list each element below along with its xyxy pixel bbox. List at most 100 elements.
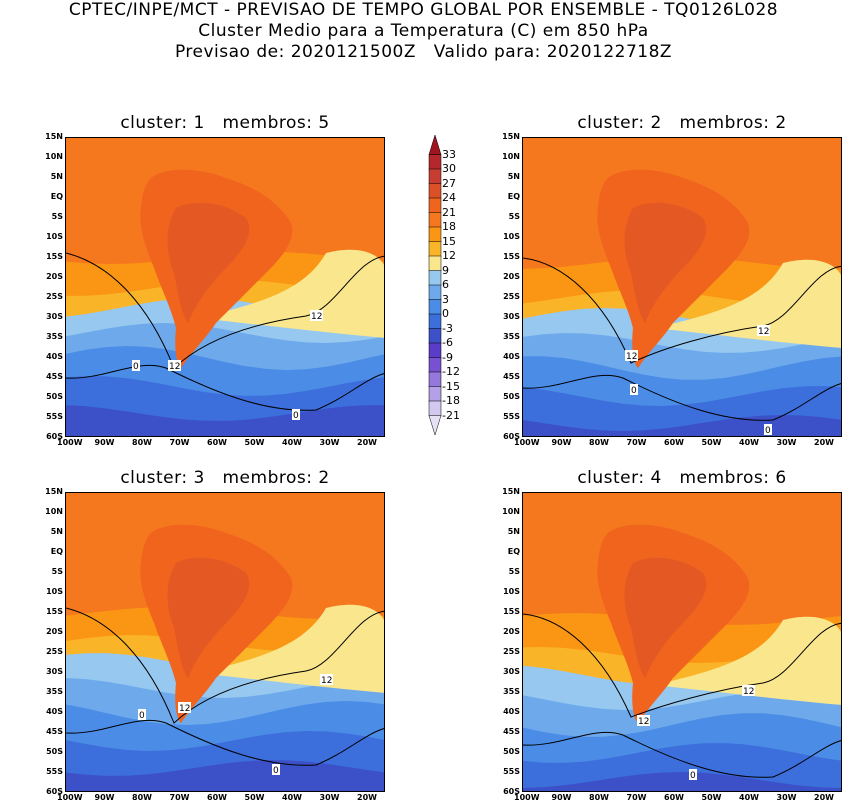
latitude-tick-label: 5N <box>507 527 520 536</box>
colorbar-label: 6 <box>442 278 449 291</box>
latitude-tick-label: 10S <box>503 587 520 596</box>
latitude-tick-label: 35S <box>46 687 63 696</box>
latitude-tick-label: 30S <box>46 667 63 676</box>
colorbar-segment <box>428 342 442 359</box>
colorbar-label: 3 <box>442 292 449 306</box>
contour-line-0 <box>523 731 841 778</box>
contour-line-12 <box>523 613 841 718</box>
contour-label: 12 <box>625 350 638 362</box>
longitude-tick-label: 70W <box>169 438 190 447</box>
map-canvas: 12 12 0 <box>523 493 841 791</box>
warm-yellow-region <box>196 604 384 693</box>
colorbar-segment <box>428 226 442 243</box>
longitude-tick-label: 40W <box>739 438 759 447</box>
hot-core-region <box>624 557 707 678</box>
contour-line-0 <box>523 374 841 421</box>
latitude-tick-label: 45S <box>503 727 520 736</box>
longitude-tick-label: 50W <box>701 793 722 802</box>
latitude-tick-label: 60S <box>503 432 520 441</box>
contour-label: 0 <box>764 424 772 436</box>
longitude-tick-label: 20W <box>357 438 377 447</box>
contour-label: 0 <box>272 764 280 776</box>
map-canvas: 12 12 0 0 <box>523 138 841 436</box>
latitude-tick-label: 35S <box>46 332 63 341</box>
contour-label-text: 12 <box>626 352 637 362</box>
colorbar-label: 27 <box>442 176 456 190</box>
latitude-tick-label: 20S <box>503 272 520 281</box>
longitude-tick-label: 60W <box>207 438 227 447</box>
colorbar-segment <box>428 168 442 185</box>
subtitle-dates: Previsao de: 2020121500Z Valido para: 20… <box>174 42 673 62</box>
colorbar-label: 30 <box>442 162 456 175</box>
latitude-tick-label: 60S <box>503 787 520 796</box>
colorbar-canvas <box>428 134 442 436</box>
latitude-tick-label: 40S <box>46 707 63 716</box>
contour-label-text: 0 <box>139 711 145 721</box>
temperature-map: 12 12 0 0 <box>65 137 385 437</box>
latitude-tick-label: 15S <box>503 607 520 616</box>
warm-yellow-region <box>196 249 384 338</box>
latitude-tick-label: EQ <box>507 192 520 201</box>
contour-label-text: 12 <box>758 327 769 337</box>
latitude-tick-label: 15S <box>46 607 63 616</box>
panel-title: cluster: 3 membros: 2 <box>120 468 330 488</box>
panel-title: cluster: 1 membros: 5 <box>120 113 330 133</box>
contour-label-text: 12 <box>638 717 649 727</box>
latitude-tick-label: 10N <box>45 152 63 161</box>
colorbar-segment <box>428 154 442 170</box>
contour-label-text: 0 <box>273 766 279 776</box>
latitude-tick-label: 10S <box>503 232 520 241</box>
longitude-tick-label: 100W <box>514 793 540 802</box>
longitude-tick-label: 70W <box>626 438 647 447</box>
latitude-tick-label: 30S <box>46 312 63 321</box>
temperature-band <box>66 405 384 436</box>
colorbar-segment <box>428 313 442 330</box>
contour-line-0 <box>66 719 384 766</box>
colorbar-segment <box>428 197 442 214</box>
latitude-tick-label: 50S <box>503 392 520 401</box>
contour-line-0 <box>66 364 384 411</box>
temperature-band <box>66 760 384 791</box>
contour-label: 0 <box>689 769 697 781</box>
latitude-tick-label: 55S <box>46 412 63 421</box>
latitude-tick-label: 40S <box>46 352 63 361</box>
longitude-tick-label: 30W <box>319 793 340 802</box>
colorbar <box>425 134 445 440</box>
longitude-tick-label: 70W <box>169 793 190 802</box>
temperature-map: 12 12 0 0 <box>522 137 842 437</box>
latitude-tick-label: 20S <box>46 627 63 636</box>
longitude-tick-label: 40W <box>282 438 302 447</box>
latitude-tick-label: 35S <box>503 332 520 341</box>
latitude-tick-label: 45S <box>46 372 63 381</box>
latitude-tick-label: 25S <box>46 292 63 301</box>
colorbar-segment <box>428 212 442 228</box>
colorbar-segment <box>428 183 442 199</box>
subtitle-variable: Cluster Medio para a Temperatura (C) em … <box>198 21 649 41</box>
colorbar-segment <box>428 386 442 402</box>
contour-label: 0 <box>292 409 300 421</box>
contour-label: 12 <box>637 715 650 727</box>
contour-label-text: 12 <box>321 676 332 686</box>
colorbar-segment <box>428 371 442 388</box>
colorbar-label: 12 <box>442 249 456 262</box>
latitude-tick-label: 15N <box>45 132 63 141</box>
contour-label-text: 0 <box>293 411 299 421</box>
hot-core-region <box>167 202 250 323</box>
latitude-tick-label: 5S <box>508 212 520 221</box>
latitude-tick-label: 50S <box>46 747 63 756</box>
latitude-tick-label: 45S <box>503 372 520 381</box>
longitude-tick-label: 50W <box>244 793 265 802</box>
latitude-tick-label: 15N <box>502 487 520 496</box>
main-title: CPTEC/INPE/MCT - PREVISAO DE TEMPO GLOBA… <box>68 0 779 20</box>
contour-label: 12 <box>168 360 181 372</box>
longitude-tick-label: 80W <box>589 793 609 802</box>
contour-line-12 <box>66 607 384 724</box>
longitude-tick-label: 20W <box>814 793 834 802</box>
temperature-band <box>523 772 841 791</box>
latitude-tick-label: 60S <box>46 432 63 441</box>
colorbar-segment <box>428 134 442 155</box>
colorbar-label: 33 <box>442 147 456 161</box>
latitude-tick-label: 50S <box>46 392 63 401</box>
longitude-tick-label: 20W <box>357 793 377 802</box>
panel-title: cluster: 2 membros: 2 <box>577 113 787 133</box>
